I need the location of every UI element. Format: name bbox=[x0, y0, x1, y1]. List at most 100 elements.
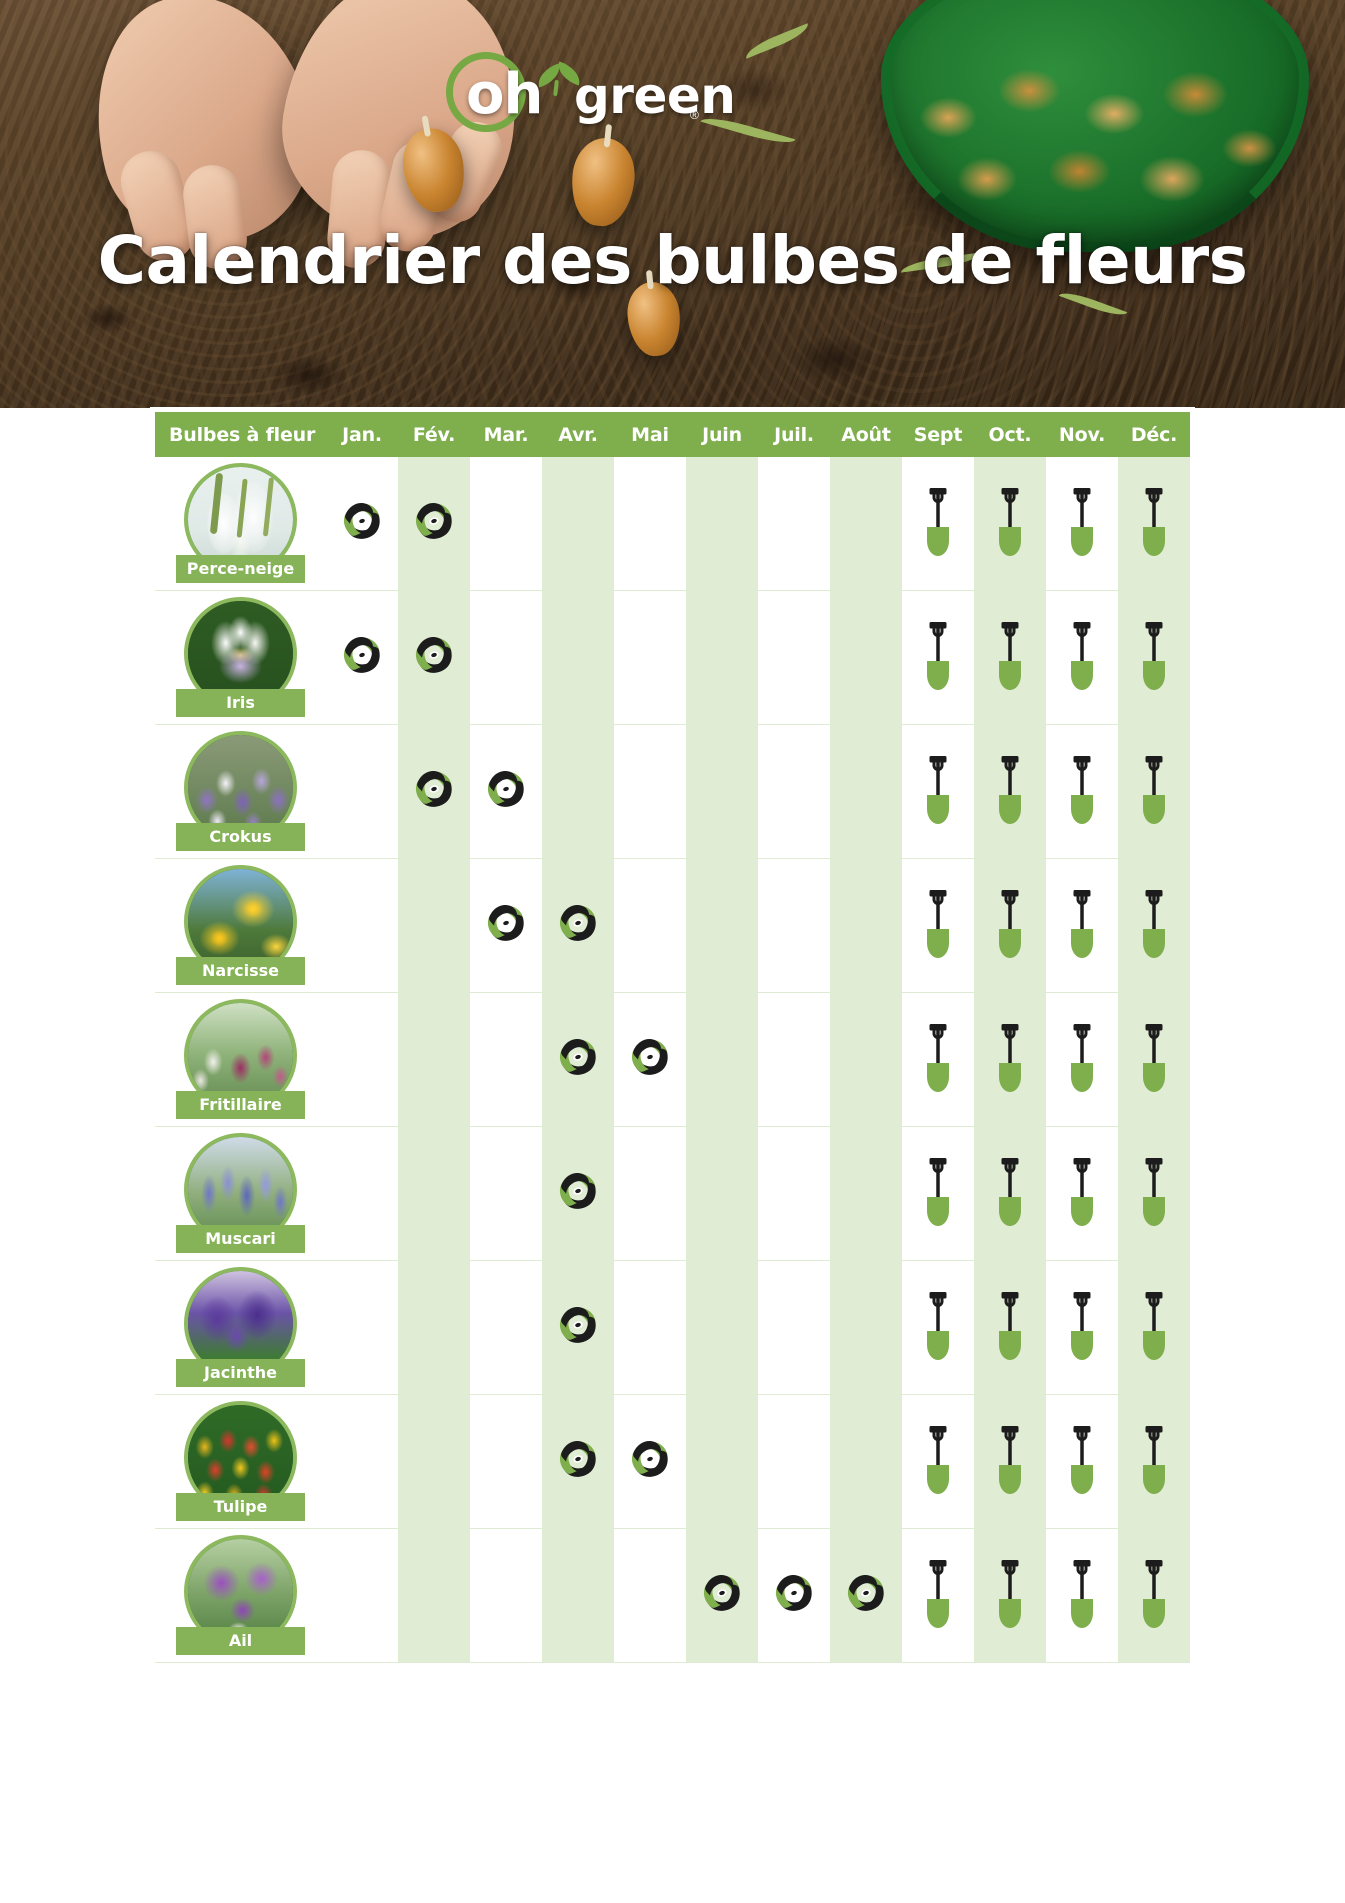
calendar-cell bbox=[974, 1260, 1046, 1395]
empty-cell bbox=[326, 1327, 327, 1328]
page-title: Calendrier des bulbes de fleurs bbox=[97, 222, 1248, 299]
calendar-cell bbox=[398, 1528, 470, 1663]
shovel-icon bbox=[994, 1021, 1026, 1093]
empty-cell bbox=[614, 791, 615, 792]
shovel-icon bbox=[1066, 1021, 1098, 1093]
column-header-name: Bulbes à fleur bbox=[155, 412, 326, 457]
empty-cell bbox=[758, 523, 759, 524]
shovel-icon bbox=[922, 1155, 954, 1227]
empty-cell bbox=[326, 1461, 327, 1462]
column-header-month: Juil. bbox=[758, 412, 830, 457]
empty-cell bbox=[830, 657, 831, 658]
empty-cell bbox=[398, 1193, 399, 1194]
calendar-cell bbox=[686, 858, 758, 993]
calendar-cell bbox=[326, 1261, 398, 1395]
calendar-cell bbox=[542, 1394, 614, 1529]
calendar-cell bbox=[542, 858, 614, 993]
table-row: Perce-neige bbox=[155, 457, 1190, 591]
column-header-month: Fév. bbox=[398, 412, 470, 457]
shovel-icon bbox=[922, 753, 954, 825]
calendar-cell bbox=[758, 993, 830, 1127]
header-row: Bulbes à fleur Jan. Fév. Mar. Avr. Mai J… bbox=[155, 412, 1190, 457]
bulb-name-label: Tulipe bbox=[176, 1493, 305, 1521]
empty-cell bbox=[758, 925, 759, 926]
calendar-cell bbox=[542, 724, 614, 859]
calendar-cell bbox=[1118, 590, 1190, 725]
bloom-icon bbox=[628, 1035, 672, 1079]
shovel-icon bbox=[922, 1423, 954, 1495]
bulb-photo-art bbox=[188, 1405, 293, 1510]
calendar-cell bbox=[326, 457, 398, 591]
bulb-name-label: Narcisse bbox=[176, 957, 305, 985]
calendar-cell bbox=[902, 1127, 974, 1261]
calendar-cell bbox=[470, 1261, 542, 1395]
calendar-cell bbox=[398, 992, 470, 1127]
calendar-cell bbox=[326, 1127, 398, 1261]
bulb-thumbnail-wrap: Perce-neige bbox=[176, 457, 305, 590]
bulb-photo-art bbox=[188, 1271, 293, 1376]
ohgreen-logo[interactable]: oh green ® bbox=[446, 52, 736, 134]
empty-cell bbox=[614, 657, 615, 658]
empty-cell bbox=[470, 1059, 471, 1060]
empty-cell bbox=[542, 1595, 543, 1596]
calendar-cell bbox=[902, 1261, 974, 1395]
bulb-name-cell: Iris bbox=[155, 590, 326, 725]
calendar-cell bbox=[830, 1126, 902, 1261]
calendar-cell bbox=[830, 1394, 902, 1529]
bulb-photo-art bbox=[188, 1137, 293, 1242]
bulb-thumbnail-wrap: Narcisse bbox=[176, 859, 305, 992]
empty-cell bbox=[542, 657, 543, 658]
shovel-icon bbox=[1066, 887, 1098, 959]
empty-cell bbox=[614, 523, 615, 524]
calendar-cell bbox=[614, 591, 686, 725]
calendar-cell bbox=[974, 1528, 1046, 1663]
calendar-cell bbox=[1046, 725, 1118, 859]
calendar-cell bbox=[470, 993, 542, 1127]
calendar-cell bbox=[758, 725, 830, 859]
bulb-photo-art bbox=[188, 601, 293, 706]
empty-cell bbox=[686, 1059, 687, 1060]
empty-cell bbox=[830, 1059, 831, 1060]
logo-circle-icon bbox=[446, 52, 526, 132]
calendar-cell bbox=[758, 1529, 830, 1663]
shovel-icon bbox=[922, 1021, 954, 1093]
calendar-cell bbox=[470, 1529, 542, 1663]
calendar-cell bbox=[542, 1528, 614, 1663]
calendar-cell bbox=[974, 457, 1046, 591]
calendar-cell bbox=[470, 725, 542, 859]
calendar-cell bbox=[1118, 1528, 1190, 1663]
empty-cell bbox=[398, 1461, 399, 1462]
bulb-name-cell: Fritillaire bbox=[155, 992, 326, 1127]
calendar-cell bbox=[830, 724, 902, 859]
calendar-cell bbox=[974, 1126, 1046, 1261]
bulb-name-label: Perce-neige bbox=[176, 555, 305, 583]
shovel-icon bbox=[1066, 1289, 1098, 1361]
shovel-icon bbox=[922, 619, 954, 691]
calendar-cell bbox=[326, 1395, 398, 1529]
bloom-icon bbox=[412, 499, 456, 543]
calendar-cell bbox=[758, 457, 830, 591]
calendar-cell bbox=[326, 859, 398, 993]
table-row: Narcisse bbox=[155, 858, 1190, 993]
bloom-icon bbox=[556, 901, 600, 945]
calendar-cell bbox=[542, 1260, 614, 1395]
bulb-thumbnail-wrap: Ail bbox=[176, 1529, 305, 1662]
calendar-cell bbox=[686, 1394, 758, 1529]
empty-cell bbox=[470, 657, 471, 658]
empty-cell bbox=[614, 1595, 615, 1596]
calendar-cell bbox=[830, 457, 902, 591]
calendar-cell bbox=[830, 992, 902, 1127]
bloom-icon bbox=[412, 633, 456, 677]
column-header-month: Sept bbox=[902, 412, 974, 457]
calendar-cell bbox=[686, 992, 758, 1127]
column-header-month: Mai bbox=[614, 412, 686, 457]
bulb-photo-art bbox=[188, 869, 293, 974]
shovel-icon bbox=[994, 887, 1026, 959]
calendar-cell bbox=[902, 993, 974, 1127]
bulb-name-label: Crokus bbox=[176, 823, 305, 851]
calendar-cell bbox=[902, 591, 974, 725]
bulb-thumbnail-wrap: Crokus bbox=[176, 725, 305, 858]
empty-cell bbox=[758, 1461, 759, 1462]
empty-cell bbox=[686, 1327, 687, 1328]
empty-cell bbox=[398, 1327, 399, 1328]
